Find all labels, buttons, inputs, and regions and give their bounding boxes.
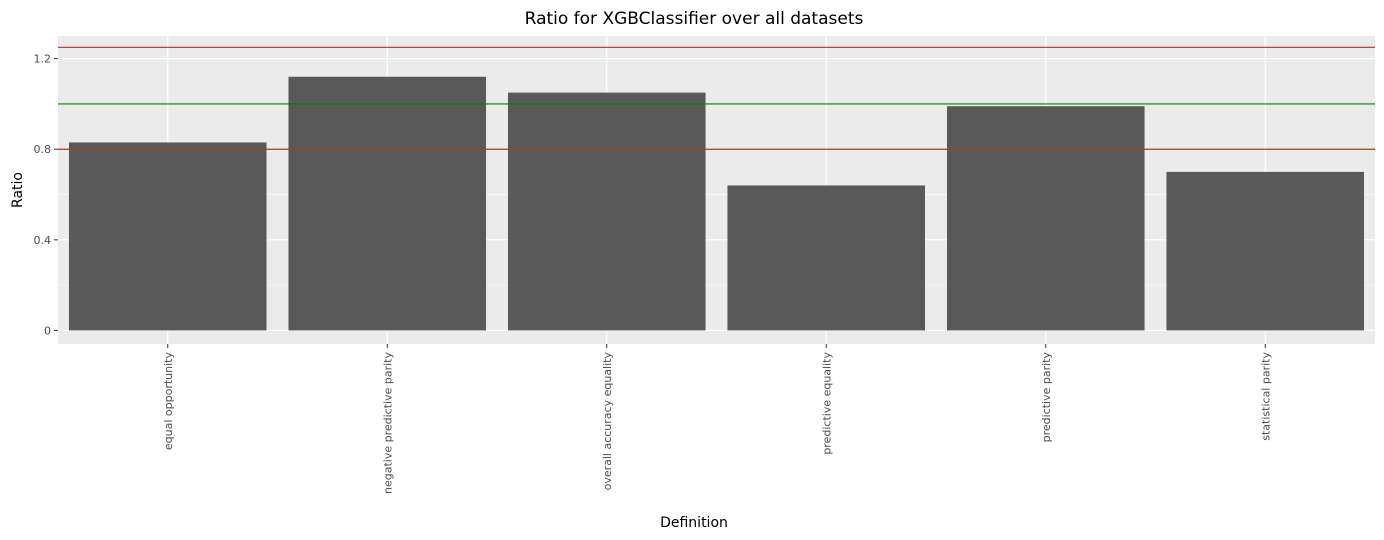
bar <box>288 76 487 331</box>
bar <box>946 106 1145 331</box>
x-tick-label: predictive equality <box>820 352 833 455</box>
y-axis-title: Ratio <box>10 172 26 208</box>
reference-lines <box>58 46 1375 150</box>
bar <box>1166 171 1365 331</box>
x-axis: equal opportunity negative predictive par… <box>162 344 1272 494</box>
bars <box>68 76 1365 331</box>
x-axis-title: Definition <box>660 515 728 531</box>
y-tick-label: 0.4 <box>34 234 52 247</box>
bar <box>727 185 926 331</box>
x-tick-label: predictive parity <box>1040 352 1053 443</box>
chart-title: Ratio for XGBClassifier over all dataset… <box>525 9 864 29</box>
y-tick-label: 0 <box>44 324 51 337</box>
bar <box>507 92 706 331</box>
x-tick-label: statistical parity <box>1259 352 1272 441</box>
bar <box>68 142 267 331</box>
x-tick-label: negative predictive parity <box>381 352 394 494</box>
x-tick-label: equal opportunity <box>162 352 175 451</box>
y-tick-label: 0.8 <box>34 143 52 156</box>
y-tick-label: 1.2 <box>34 53 52 66</box>
plot-panel <box>58 36 1375 344</box>
y-axis: 0 0.4 0.8 1.2 <box>34 53 58 337</box>
x-tick-label: overall accuracy equality <box>601 352 614 491</box>
